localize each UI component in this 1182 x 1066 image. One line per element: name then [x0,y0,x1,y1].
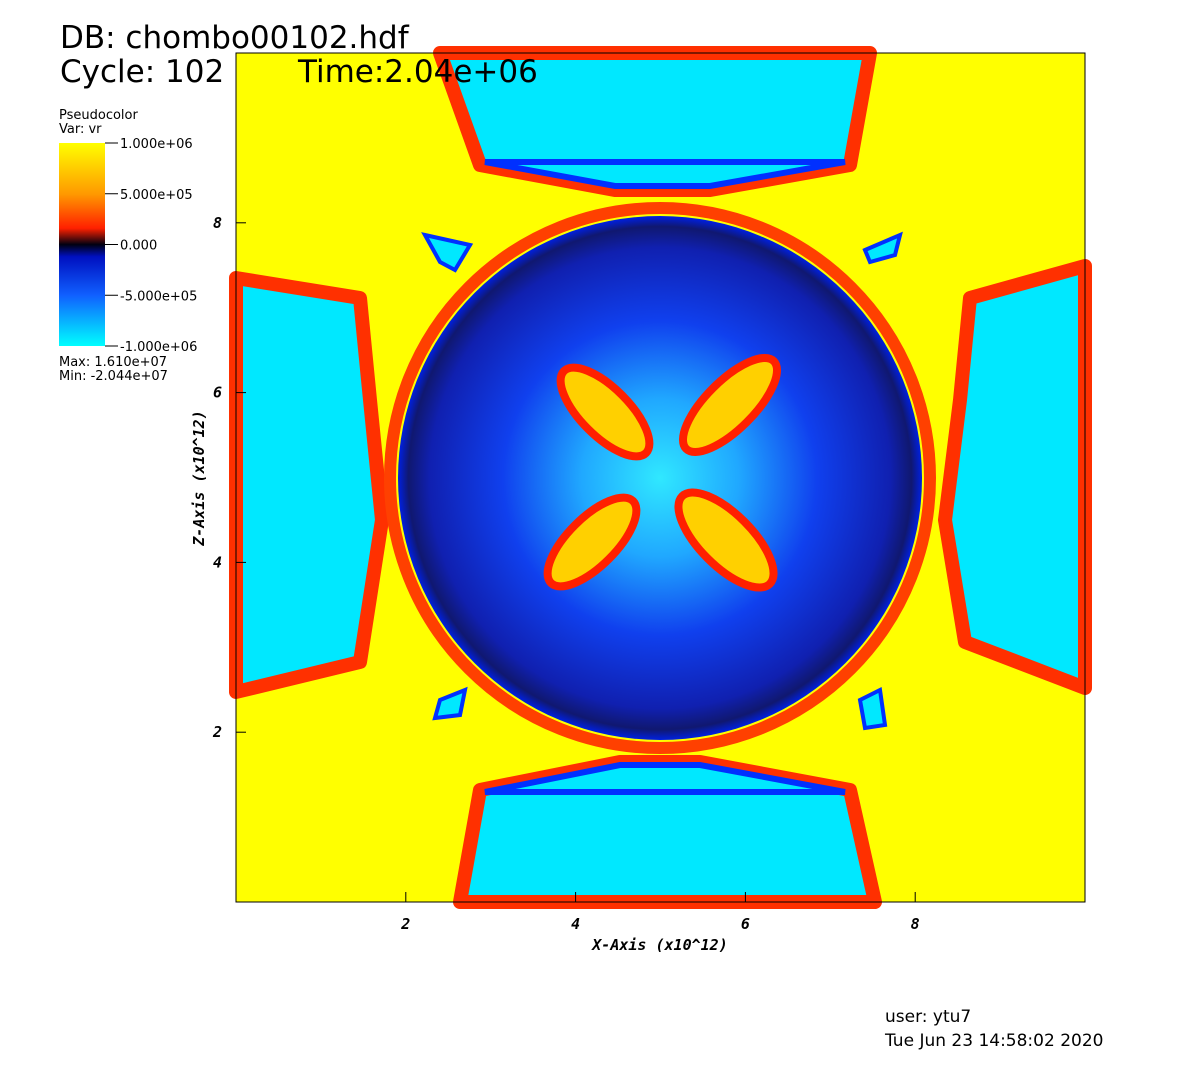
cycle-label: Cycle: 102 [60,54,224,90]
x-tick-label: 4 [571,915,580,933]
field [229,46,1092,909]
user-label: user: ytu7 [885,1007,971,1027]
y-tick-label: 2 [212,723,222,741]
y-tick-label: 4 [213,553,222,571]
x-tick-label: 6 [741,915,750,933]
legend-plot: Pseudocolor [59,108,138,123]
x-tick-label: 8 [911,915,920,933]
legend-max: Max: 1.610e+07 [59,355,167,370]
y-tick-label: 8 [213,214,222,232]
y-axis-label: Z-Axis (x10^12) [190,410,208,546]
date-label: Tue Jun 23 14:58:02 2020 [884,1031,1103,1051]
colorbar-tick-label: -1.000e+06 [120,340,197,355]
colorbar [59,143,105,346]
legend-variable: Var: vr [59,122,102,137]
x-tick-label: 2 [400,915,410,933]
time-label: Time:2.04e+06 [297,54,538,90]
database-label: DB: chombo00102.hdf [60,20,410,56]
colorbar-tick-label: -5.000e+05 [120,289,197,304]
x-axis-label: X-Axis (x10^12) [590,936,727,954]
y-tick-label: 6 [213,384,222,402]
colorbar-tick-label: 5.000e+05 [120,188,193,203]
colorbar-tick-label: 1.000e+06 [120,137,193,152]
colorbar-tick-label: 0.000 [120,239,157,254]
plot-frame [235,52,1086,903]
legend-min: Min: -2.044e+07 [59,369,168,384]
